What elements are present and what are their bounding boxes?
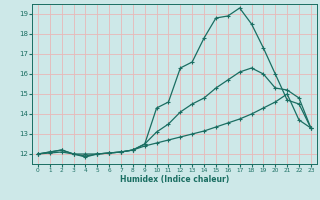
X-axis label: Humidex (Indice chaleur): Humidex (Indice chaleur) bbox=[120, 175, 229, 184]
